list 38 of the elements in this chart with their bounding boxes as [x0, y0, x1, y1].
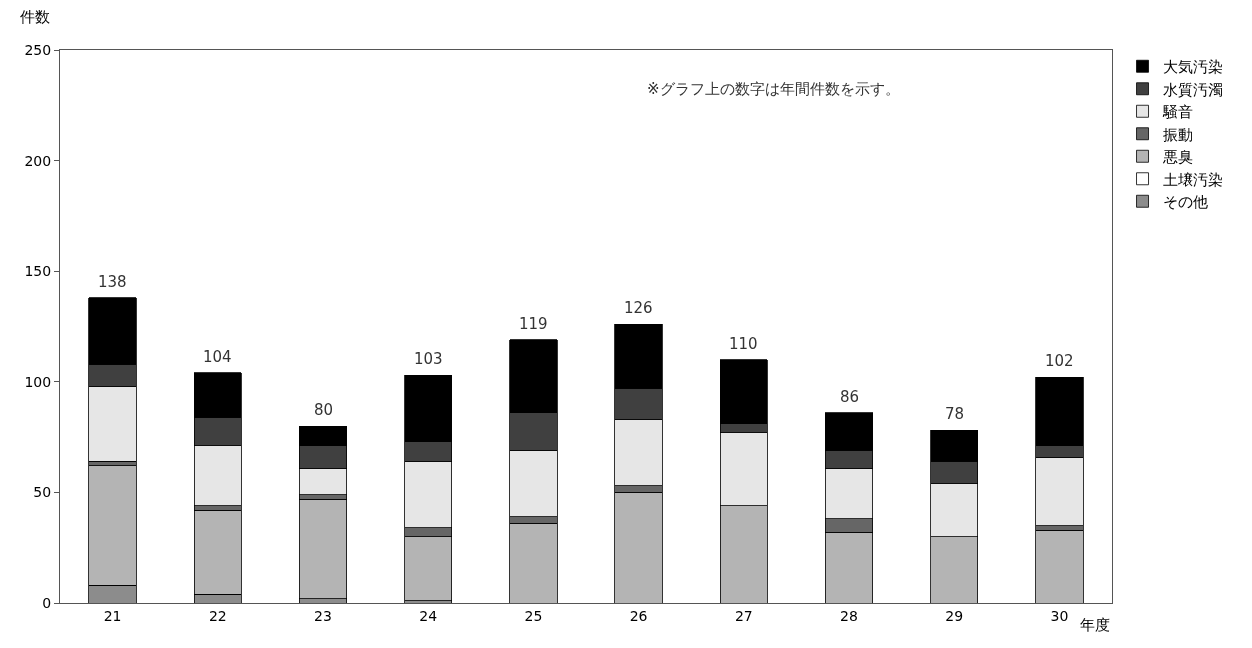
total-label: 86 [840, 388, 860, 406]
x-tick-label: 24 [419, 607, 438, 624]
legend-label: 振動 [1162, 125, 1193, 144]
bar [1035, 529, 1084, 603]
total-label: 119 [519, 315, 548, 333]
legend-label: 水質汚濁 [1162, 80, 1223, 99]
legend-label: 悪臭 [1161, 148, 1193, 167]
y-axis-title: 件数 [20, 8, 50, 26]
annotation: ※グラフ上の数字は年間件数を示す。 [647, 80, 900, 98]
total-label: 104 [203, 348, 232, 366]
x-tick-label: 23 [314, 607, 332, 624]
y-tick-label: 150 [24, 263, 52, 280]
total-label: 138 [98, 273, 127, 291]
x-tick-label: 26 [629, 607, 648, 624]
total-label: 78 [945, 405, 965, 423]
legend-label: 大気汚染 [1162, 58, 1223, 77]
x-axis-title: 年度 [1080, 616, 1110, 634]
legend-label: その他 [1162, 193, 1208, 212]
y-tick-label: 200 [24, 152, 52, 169]
x-tick-label: 30 [1050, 607, 1069, 624]
total-label: 126 [624, 299, 653, 317]
x-tick-label: 25 [524, 607, 543, 624]
legend-label: 騒音 [1161, 103, 1193, 122]
x-tick-label: 21 [103, 607, 122, 624]
x-tick-label: 29 [945, 607, 964, 624]
x-tick-label: 28 [840, 607, 858, 624]
y-tick-label: 50 [33, 484, 52, 501]
total-label: 102 [1045, 352, 1074, 370]
x-tick-label: 22 [208, 607, 227, 624]
total-label: 110 [729, 335, 758, 353]
y-tick-label: 100 [24, 373, 52, 390]
x-tick-label: 27 [734, 607, 753, 624]
total-label: 80 [314, 401, 334, 419]
bar [298, 498, 348, 599]
legend-label: 土壌汚染 [1162, 170, 1223, 189]
y-tick-label: 0 [42, 594, 52, 611]
total-label: 103 [414, 350, 443, 368]
y-tick-label: 250 [24, 41, 52, 58]
